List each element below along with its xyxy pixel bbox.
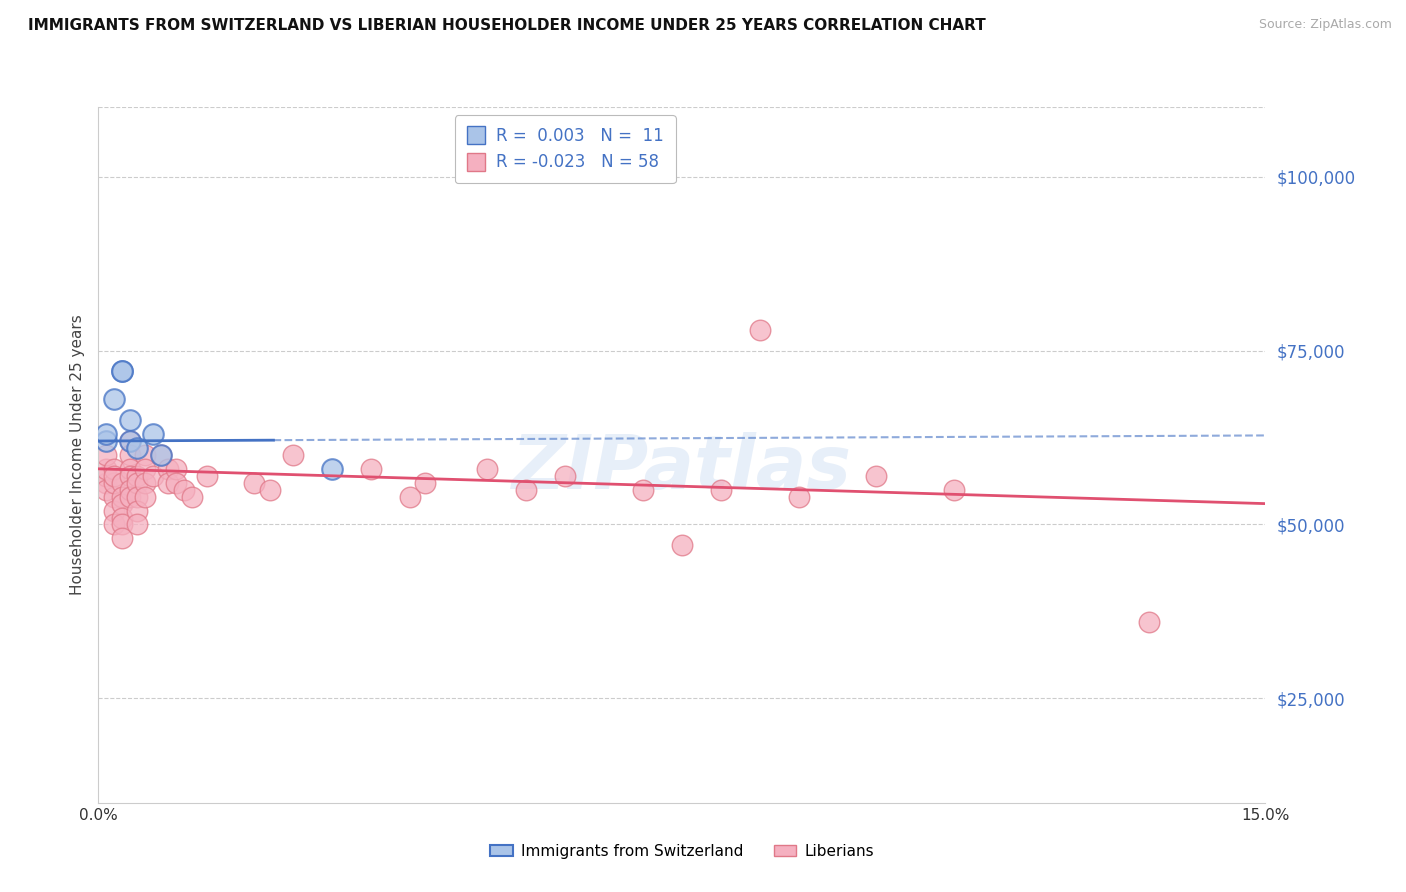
Point — [103, 392, 125, 407]
Point — [118, 413, 141, 427]
Point — [631, 483, 654, 497]
Point — [173, 483, 195, 497]
Point — [134, 448, 156, 462]
Point — [1137, 615, 1160, 629]
Point — [96, 468, 118, 483]
Point — [127, 517, 149, 532]
Point — [477, 462, 499, 476]
Point — [127, 503, 149, 517]
Point — [96, 462, 118, 476]
Legend: Immigrants from Switzerland, Liberians: Immigrants from Switzerland, Liberians — [484, 838, 880, 864]
Point — [413, 475, 436, 490]
Point — [103, 462, 125, 476]
Point — [118, 462, 141, 476]
Point — [142, 468, 165, 483]
Point — [111, 490, 134, 504]
Point — [96, 475, 118, 490]
Point — [243, 475, 266, 490]
Text: ZIPatlas: ZIPatlas — [512, 433, 852, 506]
Point — [787, 490, 810, 504]
Point — [398, 490, 420, 504]
Point — [118, 468, 141, 483]
Point — [111, 497, 134, 511]
Point — [865, 468, 887, 483]
Point — [127, 490, 149, 504]
Point — [96, 448, 118, 462]
Y-axis label: Householder Income Under 25 years: Householder Income Under 25 years — [69, 315, 84, 595]
Point — [748, 323, 770, 337]
Point — [111, 510, 134, 524]
Point — [111, 364, 134, 378]
Point — [360, 462, 382, 476]
Text: Source: ZipAtlas.com: Source: ZipAtlas.com — [1258, 18, 1392, 31]
Point — [111, 532, 134, 546]
Point — [118, 490, 141, 504]
Point — [103, 503, 125, 517]
Point — [111, 475, 134, 490]
Point — [149, 448, 172, 462]
Point — [127, 468, 149, 483]
Point — [111, 517, 134, 532]
Point — [943, 483, 966, 497]
Point — [165, 462, 187, 476]
Point — [134, 490, 156, 504]
Point — [195, 468, 218, 483]
Point — [149, 448, 172, 462]
Point — [103, 475, 125, 490]
Point — [165, 475, 187, 490]
Point — [118, 434, 141, 448]
Point — [103, 468, 125, 483]
Point — [259, 483, 281, 497]
Point — [96, 427, 118, 442]
Point — [96, 483, 118, 497]
Point — [127, 441, 149, 455]
Point — [321, 462, 343, 476]
Point — [118, 448, 141, 462]
Text: IMMIGRANTS FROM SWITZERLAND VS LIBERIAN HOUSEHOLDER INCOME UNDER 25 YEARS CORREL: IMMIGRANTS FROM SWITZERLAND VS LIBERIAN … — [28, 18, 986, 33]
Point — [134, 462, 156, 476]
Point — [157, 462, 180, 476]
Point — [118, 483, 141, 497]
Point — [554, 468, 576, 483]
Point — [671, 538, 693, 552]
Point — [157, 475, 180, 490]
Point — [96, 434, 118, 448]
Point — [710, 483, 733, 497]
Point — [127, 475, 149, 490]
Point — [281, 448, 304, 462]
Point — [103, 490, 125, 504]
Point — [134, 475, 156, 490]
Point — [111, 364, 134, 378]
Point — [515, 483, 537, 497]
Point — [118, 434, 141, 448]
Point — [142, 427, 165, 442]
Point — [180, 490, 202, 504]
Point — [103, 517, 125, 532]
